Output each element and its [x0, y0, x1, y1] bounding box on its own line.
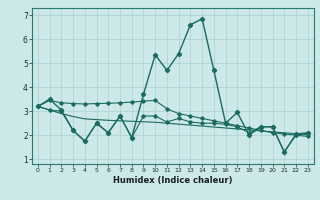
X-axis label: Humidex (Indice chaleur): Humidex (Indice chaleur) [113, 176, 233, 185]
